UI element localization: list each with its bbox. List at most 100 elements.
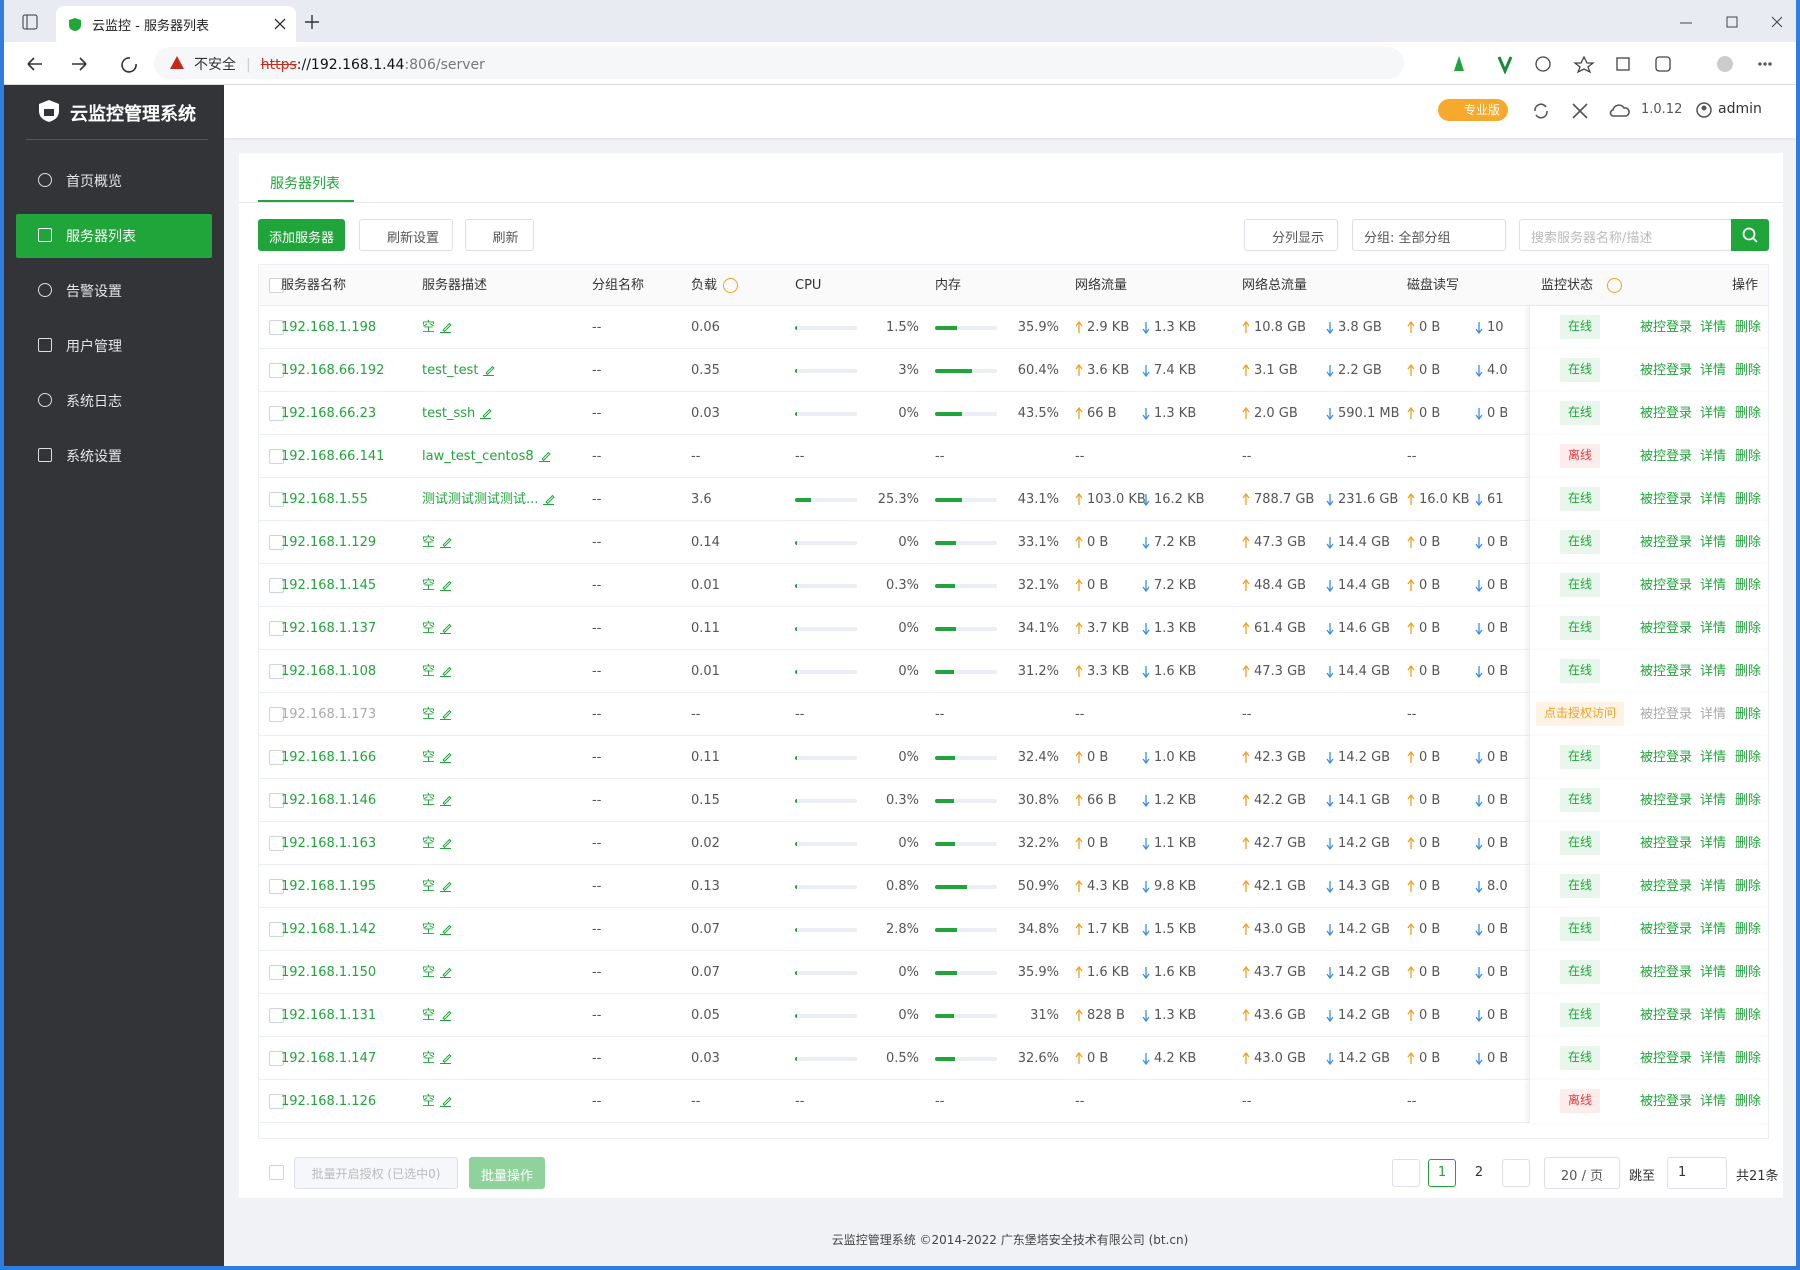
edit-icon[interactable] [440,752,452,763]
action-link[interactable]: 详情 [1700,363,1727,378]
server-name[interactable]: 192.168.1.131 [281,1008,377,1023]
server-desc[interactable]: 空 [422,965,436,980]
menu-item[interactable]: 告警设置 [16,269,212,313]
server-desc[interactable]: 空 [422,320,436,335]
checkbox[interactable] [269,922,284,937]
action-link[interactable]: 被控登录 [1640,621,1693,636]
action-link[interactable]: 详情 [1700,535,1727,550]
menu-item[interactable]: 系统日志 [16,379,212,423]
server-desc[interactable]: 空 [422,621,436,636]
checkbox[interactable] [269,1165,284,1180]
action-link[interactable]: 详情 [1700,621,1727,636]
checkbox[interactable] [269,836,284,851]
server-name[interactable]: 192.168.1.137 [281,621,377,636]
server-name[interactable]: 192.168.66.192 [281,363,385,378]
server-name[interactable]: 192.168.1.198 [281,320,377,335]
action-link[interactable]: 删除 [1735,1094,1762,1109]
action-link[interactable]: 被控登录 [1640,793,1693,808]
server-name[interactable]: 192.168.1.147 [281,1051,377,1066]
action-link[interactable]: 被控登录 [1640,1008,1693,1023]
server-desc[interactable]: 空 [422,535,436,550]
server-name[interactable]: 192.168.66.141 [281,449,385,464]
edit-icon[interactable] [480,408,492,419]
edit-icon[interactable] [440,1096,452,1107]
refresh-settings-button[interactable]: 刷新设置 [359,219,453,251]
checkbox[interactable] [269,965,284,980]
user-menu[interactable]: admin [1718,101,1762,117]
menu-item[interactable]: 系统设置 [16,434,212,478]
server-desc[interactable]: 空 [422,578,436,593]
action-link[interactable]: 详情 [1700,750,1727,765]
server-desc[interactable]: test_ssh [422,406,476,421]
action-link[interactable]: 删除 [1735,535,1762,550]
checkbox[interactable] [269,363,284,378]
edit-icon[interactable] [440,1010,452,1021]
action-link[interactable]: 删除 [1735,707,1762,722]
checkbox[interactable] [269,750,284,765]
server-name[interactable]: 192.168.1.129 [281,535,377,550]
action-link[interactable]: 删除 [1735,406,1762,421]
checkbox[interactable] [269,278,284,293]
browser-toolbar-icons[interactable] [1439,54,1779,74]
checkbox[interactable] [269,406,284,421]
checkbox[interactable] [269,492,284,507]
action-link[interactable]: 删除 [1735,578,1762,593]
action-link[interactable]: 删除 [1735,922,1762,937]
action-link[interactable]: 删除 [1735,363,1762,378]
server-name[interactable]: 192.168.1.142 [281,922,377,937]
checkbox[interactable] [269,707,284,722]
edit-icon[interactable] [440,967,452,978]
action-link[interactable]: 被控登录 [1640,836,1693,851]
action-link[interactable]: 删除 [1735,621,1762,636]
checkbox[interactable] [269,879,284,894]
action-link[interactable]: 详情 [1700,965,1727,980]
action-link[interactable]: 详情 [1700,1094,1727,1109]
edit-icon[interactable] [483,365,496,376]
nav-buttons[interactable] [26,54,146,74]
page-number[interactable]: 1 [1428,1159,1456,1187]
server-name[interactable]: 192.168.1.163 [281,836,377,851]
status-badge[interactable]: 点击授权访问 [1535,702,1624,726]
edit-icon[interactable] [440,580,452,591]
checkbox[interactable] [269,320,284,335]
action-link[interactable]: 被控登录 [1640,535,1693,550]
server-desc[interactable]: 空 [422,664,436,679]
edit-icon[interactable] [538,451,551,462]
action-link[interactable]: 被控登录 [1640,664,1693,679]
action-link[interactable]: 被控登录 [1640,320,1693,335]
checkbox[interactable] [269,1051,284,1066]
action-link[interactable]: 被控登录 [1640,922,1693,937]
action-link[interactable]: 被控登录 [1640,965,1693,980]
action-link[interactable]: 详情 [1700,320,1727,335]
action-link[interactable]: 删除 [1735,793,1762,808]
server-desc[interactable]: 测试测试测试测试... [422,492,539,507]
server-desc[interactable]: 空 [422,750,436,765]
batch-button[interactable]: 批量操作 [469,1157,545,1189]
action-link[interactable]: 详情 [1700,492,1727,507]
new-tab[interactable] [304,14,320,30]
server-name[interactable]: 192.168.1.195 [281,879,377,894]
server-desc[interactable]: 空 [422,707,436,722]
edit-icon[interactable] [440,623,452,634]
search-button[interactable] [1731,219,1769,251]
goto-input[interactable]: 1 [1667,1157,1727,1189]
server-desc[interactable]: 空 [422,793,436,808]
action-link[interactable]: 删除 [1735,1051,1762,1066]
action-link[interactable]: 被控登录 [1640,578,1693,593]
action-link[interactable]: 详情 [1700,793,1727,808]
action-link[interactable]: 被控登录 [1640,363,1693,378]
checkbox[interactable] [269,1094,284,1109]
action-link[interactable]: 被控登录 [1640,1094,1693,1109]
url-field[interactable]: 不安全 | https://192.168.1.44:806/server [154,47,1404,79]
server-desc[interactable]: 空 [422,1008,436,1023]
window-controls[interactable] [1674,14,1784,30]
checkbox[interactable] [269,664,284,679]
server-desc[interactable]: 空 [422,1051,436,1066]
edit-icon[interactable] [440,1053,452,1064]
server-name[interactable]: 192.168.1.173 [281,707,377,722]
action-link[interactable]: 详情 [1700,707,1727,722]
menu-item[interactable]: 首页概览 [16,159,212,203]
page-tab[interactable]: 服务器列表 [270,176,340,192]
action-link[interactable]: 删除 [1735,965,1762,980]
edit-icon[interactable] [440,795,452,806]
